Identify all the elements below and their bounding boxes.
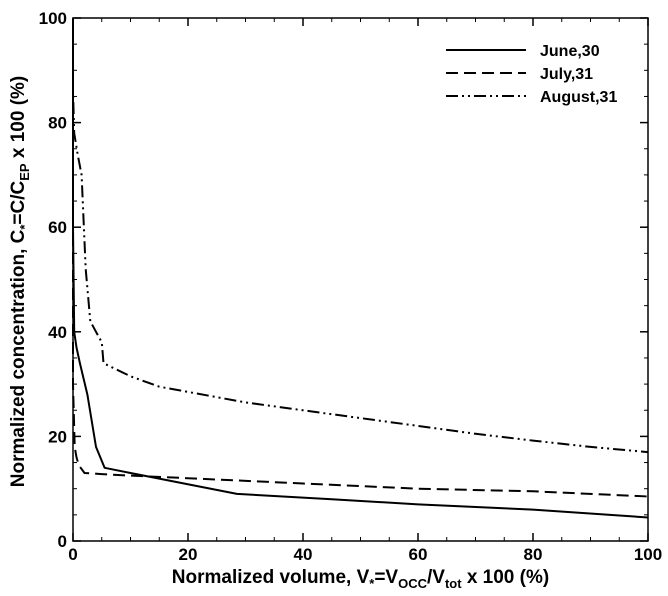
legend: June,30 July,31 August,31 [446,43,617,106]
y-tick-label: 40 [48,323,67,342]
x-tick-label: 40 [294,545,313,564]
y-axis-title: Normalized concentration, C*=C/CEP x 100… [8,76,32,488]
legend-label: June,30 [540,43,600,60]
y-tick-label: 20 [48,427,67,446]
x-tick-label: 0 [68,545,77,564]
series-line-august-31 [72,18,649,454]
series-lines [72,18,649,519]
y-tick-label: 60 [48,218,67,237]
x-tick-label: 60 [409,545,428,564]
ticks: 0 20 40 60 80 100 0 20 40 60 80 100 [39,9,663,564]
x-tick-label: 80 [524,545,543,564]
y-tick-label: 80 [48,114,67,133]
x-axis-title: Normalized volume, V*=VOCC/Vtot x 100 (%… [172,567,549,591]
x-tick-label: 20 [179,545,198,564]
x-tick-label: 100 [634,545,662,564]
y-tick-label: 100 [39,9,67,28]
legend-label: July,31 [540,66,593,83]
y-tick-label: 0 [58,532,67,551]
legend-label: August,31 [540,89,617,106]
